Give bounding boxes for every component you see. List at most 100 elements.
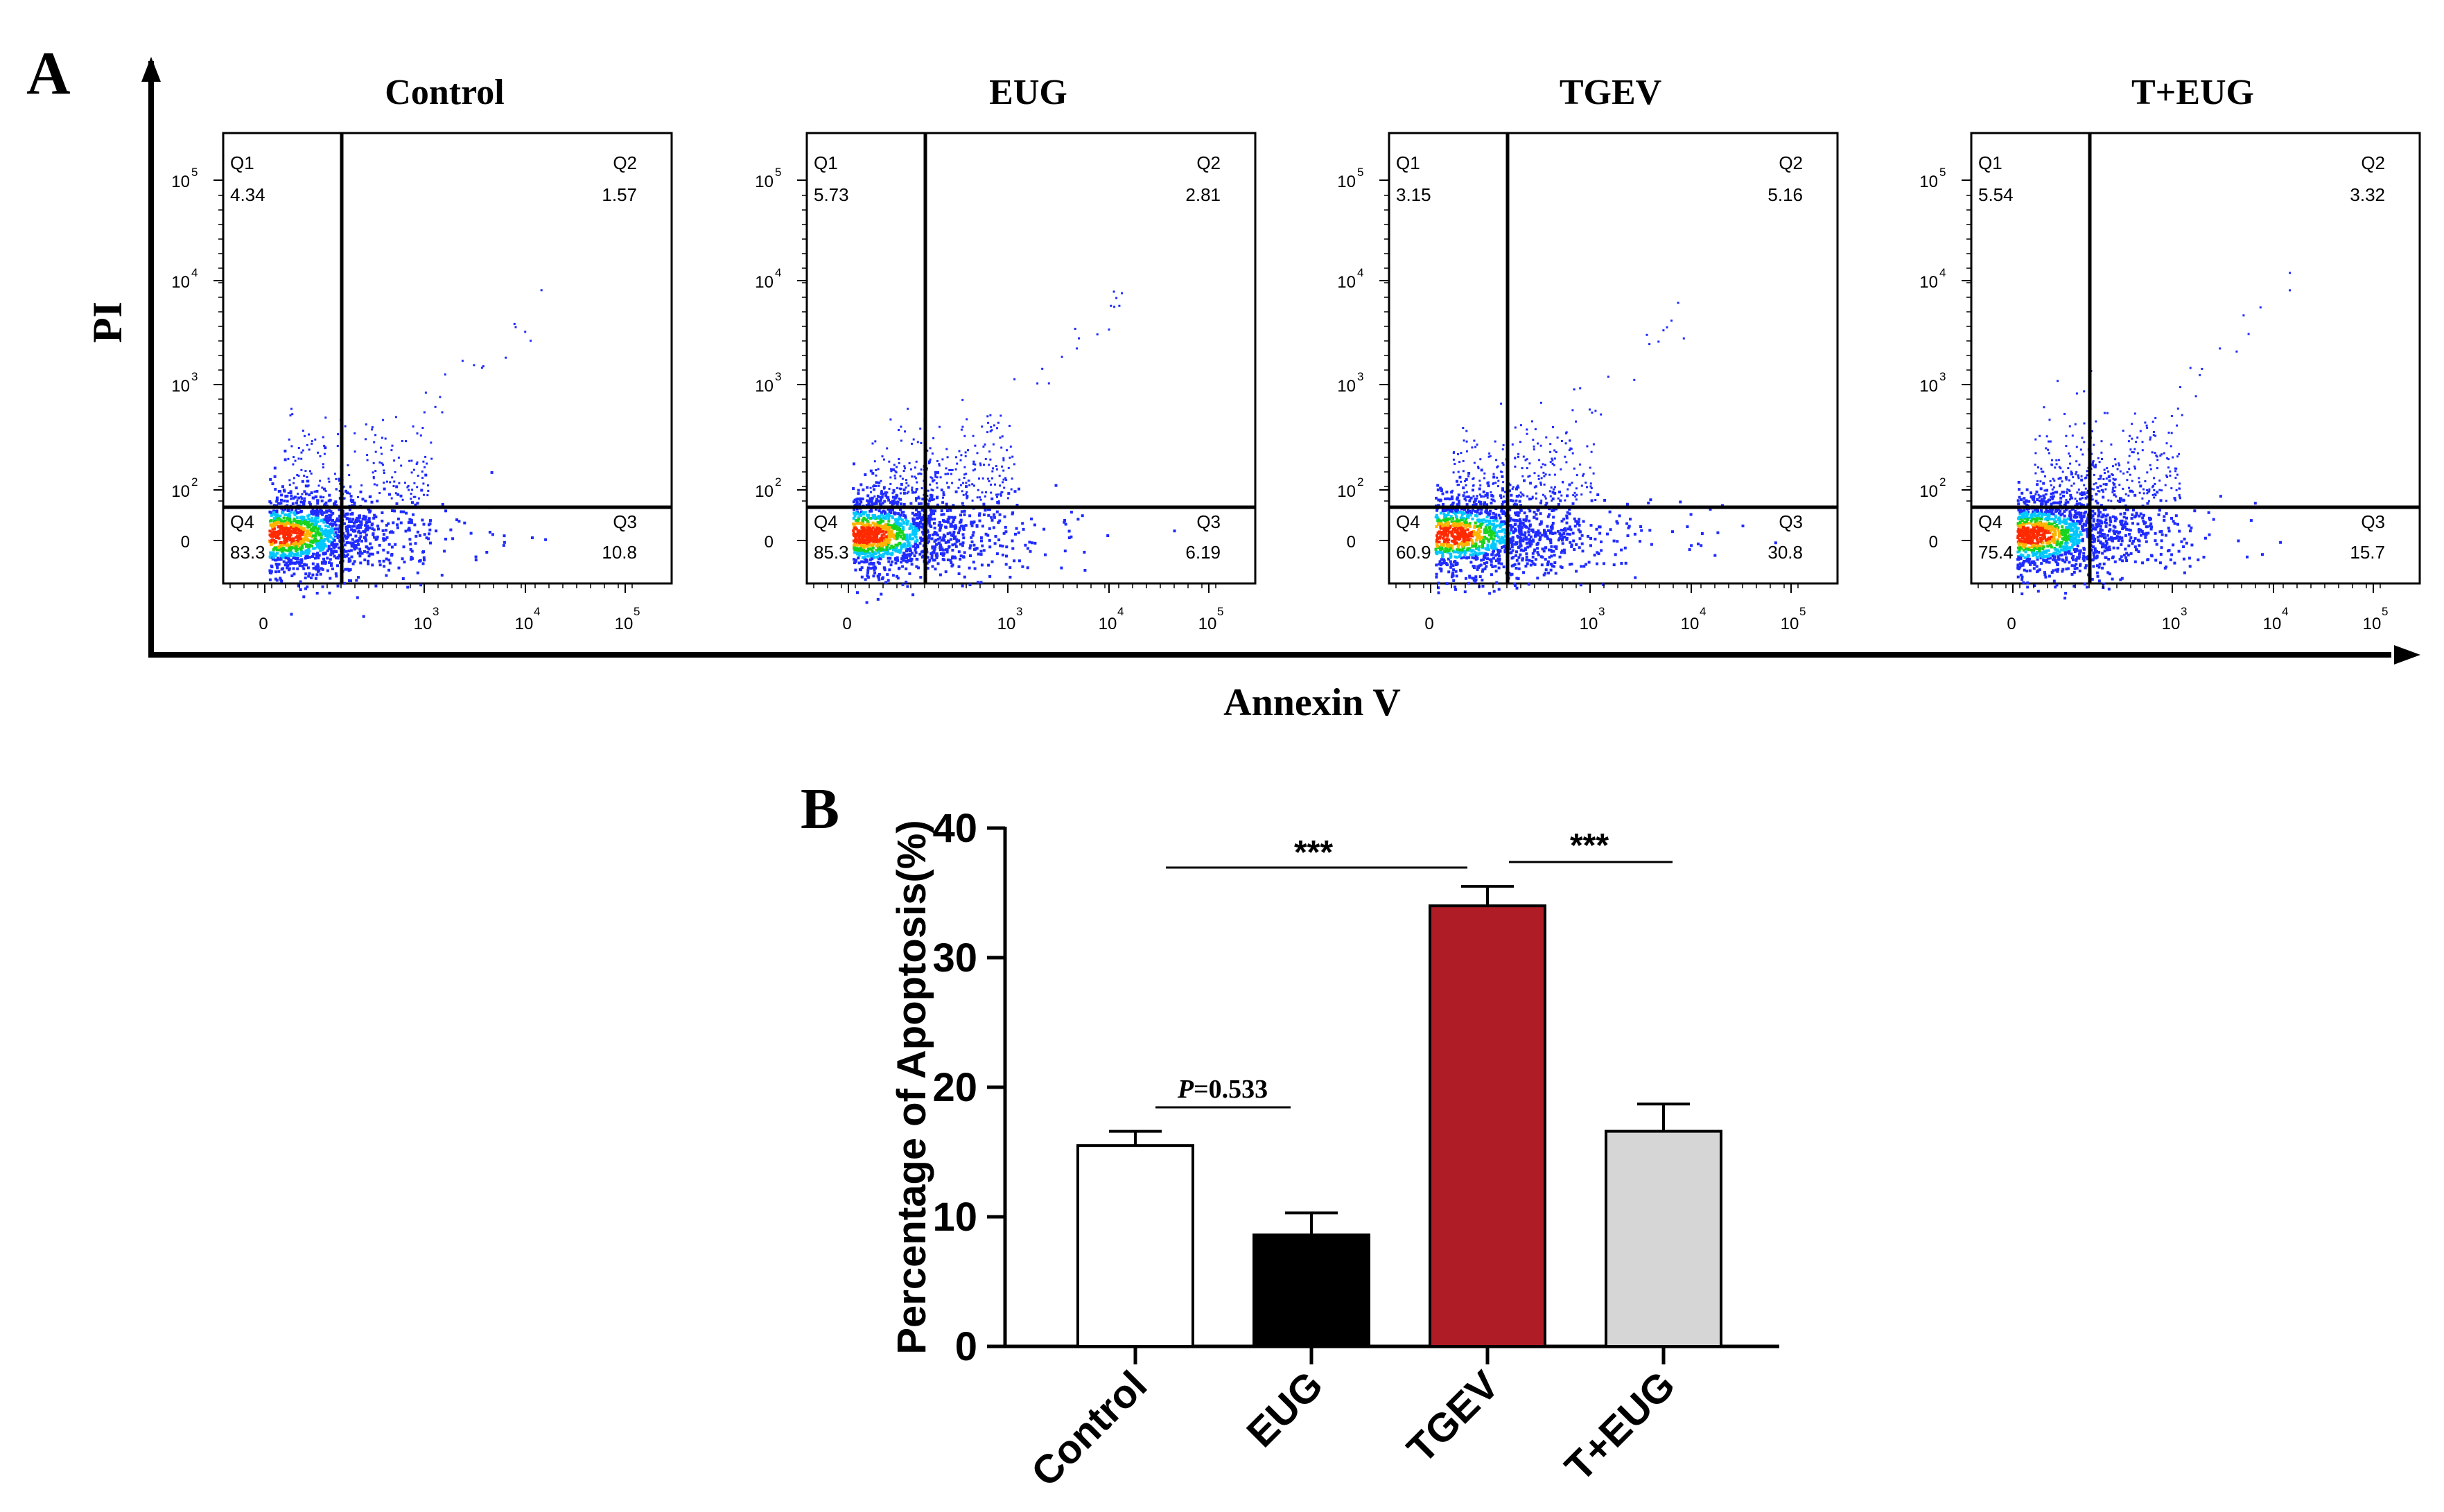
flow-dot — [978, 519, 981, 522]
flow-dot — [359, 526, 363, 529]
flow-dot — [1582, 565, 1586, 568]
flow-dot — [418, 534, 421, 537]
flow-dot — [344, 512, 347, 516]
flow-dot — [954, 526, 958, 529]
flow-dot — [950, 523, 953, 527]
flow-dot — [351, 499, 355, 502]
flow-dot — [411, 489, 414, 491]
flow-dot — [1548, 556, 1551, 559]
flow-dot — [902, 503, 906, 506]
flow-dot — [913, 521, 916, 525]
y-tick-label: 10 — [1337, 482, 1356, 501]
flow-dot — [373, 483, 376, 486]
flow-dot — [1440, 570, 1443, 573]
flow-dot — [279, 546, 283, 550]
flow-dot — [306, 443, 308, 446]
flow-dot — [283, 570, 286, 574]
flow-dot — [1444, 549, 1448, 552]
flow-dot — [1510, 529, 1513, 531]
flow-dot — [480, 367, 483, 369]
flow-dot — [906, 492, 909, 495]
flow-dot — [1477, 520, 1481, 523]
flow-dot — [869, 547, 872, 551]
flow-dot — [874, 531, 878, 535]
flow-dot — [386, 551, 390, 554]
flow-dot — [1450, 495, 1454, 499]
flow-dot — [886, 543, 889, 546]
flow-dot — [302, 595, 306, 599]
flow-dot — [1549, 531, 1552, 535]
flow-dot — [980, 563, 984, 567]
flow-dot — [944, 570, 948, 574]
flow-dot — [291, 413, 294, 416]
flow-dot — [857, 498, 860, 500]
flow-dot — [1003, 486, 1006, 489]
flow-dot — [1446, 539, 1449, 543]
flow-dot — [929, 511, 933, 514]
flow-dot — [1457, 502, 1460, 505]
flow-dot — [859, 522, 863, 525]
flow-dot — [370, 546, 374, 550]
flow-dot — [881, 455, 884, 458]
flow-dot — [294, 531, 297, 534]
flow-dot — [982, 446, 985, 448]
flow-dot — [353, 432, 356, 434]
flow-dot — [279, 514, 282, 518]
flow-dot — [317, 510, 320, 513]
flow-dot — [952, 530, 956, 534]
flow-dot — [1009, 425, 1011, 427]
flow-dot — [345, 517, 349, 520]
flow-dot — [304, 587, 307, 590]
flow-dot — [917, 502, 920, 505]
flow-dot — [1503, 531, 1507, 534]
flow-dot — [1496, 476, 1499, 479]
flow-dot — [971, 499, 974, 502]
flow-dot — [890, 531, 893, 535]
flow-dot — [295, 527, 299, 530]
flow-dot — [874, 522, 878, 526]
flow-dot — [324, 489, 327, 492]
flow-dot — [896, 500, 900, 504]
flow-dot — [424, 466, 426, 468]
flow-dot — [866, 571, 869, 574]
flow-dot — [331, 531, 334, 534]
flow-dot — [927, 460, 931, 464]
flow-dot — [1015, 527, 1018, 530]
flow-dot — [855, 511, 858, 514]
flow-dot — [1528, 475, 1531, 477]
flow-dot — [1441, 509, 1444, 513]
flow-dot — [1474, 499, 1477, 502]
flow-dot — [317, 554, 321, 557]
flow-dot — [993, 516, 996, 519]
flow-dot — [998, 513, 1002, 516]
flow-dot — [304, 470, 307, 473]
flow-dot — [1539, 520, 1543, 523]
flow-dot — [358, 554, 362, 558]
flow-dot — [1042, 527, 1046, 531]
flow-dot — [942, 493, 945, 497]
flow-dot — [891, 495, 895, 499]
flow-dot — [875, 526, 878, 529]
flow-dot — [1446, 550, 1449, 554]
flow-dot — [1476, 536, 1479, 539]
flow-dot — [1544, 568, 1548, 572]
flow-dot — [333, 550, 335, 553]
flow-dot — [868, 504, 871, 507]
flow-dot — [893, 491, 896, 493]
flow-dot — [1006, 497, 1009, 500]
flow-dot — [1513, 519, 1517, 522]
flow-dot — [1501, 512, 1505, 516]
flow-dot — [888, 526, 891, 529]
flow-dot — [325, 511, 329, 514]
flow-dot — [910, 537, 914, 540]
flow-dot — [276, 520, 279, 524]
flow-dot — [289, 511, 293, 514]
flow-dot — [347, 534, 350, 537]
flow-dot — [317, 484, 320, 487]
flow-dot — [295, 486, 298, 490]
flow-dot — [1555, 545, 1558, 549]
flow-dot — [1476, 568, 1479, 571]
flow-dot — [322, 557, 325, 561]
flow-dot — [1537, 553, 1540, 556]
flow-dot — [314, 577, 317, 580]
